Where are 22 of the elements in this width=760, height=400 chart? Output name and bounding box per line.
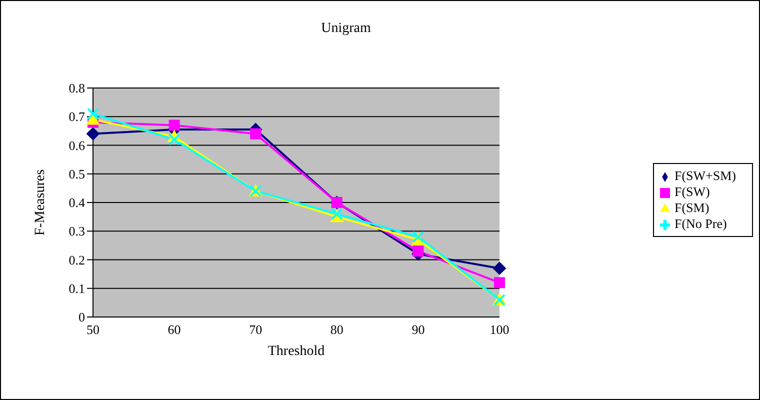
- x-tick-label: 100: [490, 322, 510, 338]
- legend-label: F(SW): [674, 184, 710, 199]
- legend-label: F(No Pre): [674, 216, 727, 231]
- y-tick-label: 0.7: [68, 109, 86, 124]
- y-tick-label: 0: [78, 310, 85, 325]
- y-axis-title: F-Measures: [32, 169, 48, 236]
- legend-label: F(SW+SM): [674, 168, 736, 183]
- x-tick-label: 60: [168, 322, 181, 338]
- x-tick-label: 70: [249, 322, 262, 338]
- legend-label: F(SM): [674, 200, 710, 215]
- y-tick-label: 0.2: [68, 252, 85, 268]
- x-tick-label: 80: [330, 322, 344, 338]
- y-tick-label: 0.8: [68, 80, 85, 96]
- x-tick-label: 50: [86, 322, 100, 338]
- y-tick-label: 0.1: [68, 280, 85, 296]
- y-tick-label: 0.6: [68, 138, 86, 153]
- y-tick-label: 0.3: [68, 224, 85, 239]
- x-axis-title: Threshold: [268, 344, 325, 359]
- chart-title: Unigram: [320, 21, 372, 37]
- y-tick-label: 0.5: [68, 166, 85, 182]
- y-tick-label: 0.4: [68, 195, 86, 210]
- x-tick-label: 90: [412, 322, 425, 338]
